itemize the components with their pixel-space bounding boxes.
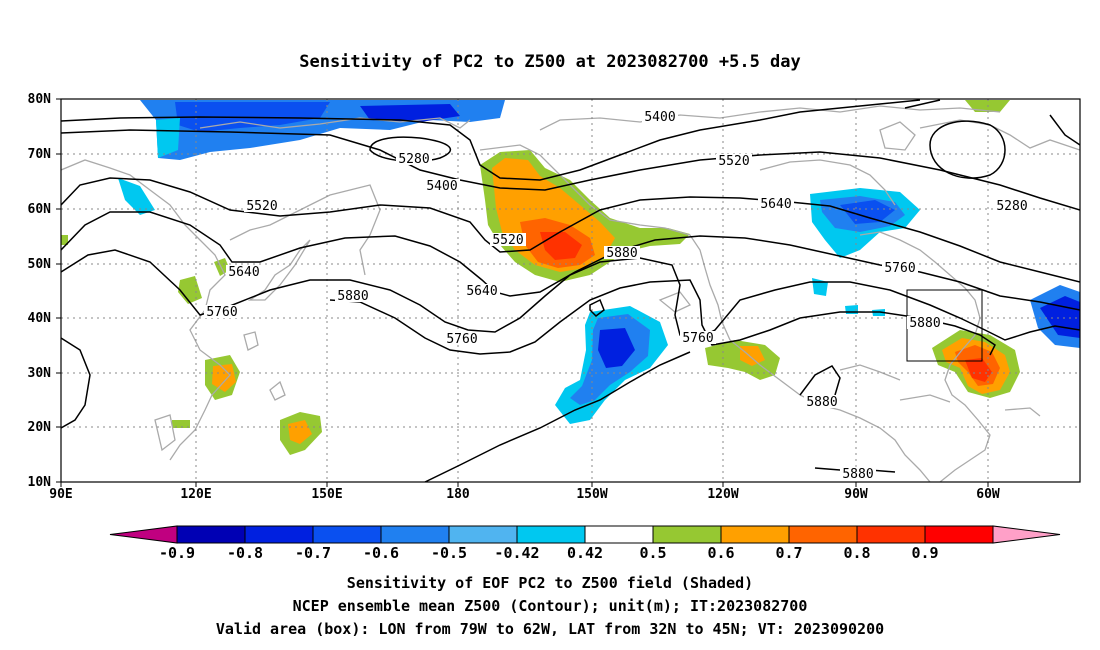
contour-label-bg (335, 289, 371, 302)
colorbar-swatch (244, 525, 314, 544)
caption-line-2: NCEP ensemble mean Z500 (Contour); unit(… (293, 597, 808, 615)
lat-label: 60N (28, 202, 52, 217)
contour-labels: 5400 5280 5400 5520 5520 5640 5520 5640 5880 5640… (204, 110, 1030, 482)
lat-label: 50N (28, 257, 52, 272)
colorbar-swatch (788, 525, 858, 544)
colorbar-swatch (176, 525, 246, 544)
colorbar-low-triangle (109, 525, 178, 544)
contour-label: 5760 (446, 332, 477, 347)
contour-label: 5880 (909, 316, 940, 331)
contour-label: 5400 (644, 110, 675, 125)
lat-label: 30N (28, 366, 52, 381)
colorbar: -0.9 -0.8 -0.7 -0.6 -0.5 -0.42 0.42 0.5 0.6 0.7 0.… (109, 525, 1061, 562)
contour-label-bg (464, 284, 500, 297)
lon-label: 150E (311, 487, 342, 502)
colorbar-label: 0.42 (567, 544, 603, 562)
contour-label-bg (204, 305, 240, 318)
contour-label-bg (882, 261, 918, 274)
lon-label: 150W (576, 487, 607, 502)
longitude-axis: 90E 120E 150E 180 150W 120W 90W 60W (49, 482, 1000, 502)
lon-label: 120W (707, 487, 738, 502)
contour-label-bg (804, 395, 840, 408)
contour-label-bg (396, 152, 432, 165)
colorbar-swatch (516, 525, 586, 544)
colorbar-label: 0.6 (707, 544, 734, 562)
colorbar-swatch (380, 525, 450, 544)
map-panel: 5400 5280 5400 5520 5520 5640 5520 5640 5880 5640… (61, 99, 1080, 482)
caption-line-1: Sensitivity of EOF PC2 to Z500 field (Sh… (347, 574, 753, 592)
colorbar-high-triangle (992, 525, 1061, 544)
lon-label: 120E (180, 487, 211, 502)
contour-label: 5760 (884, 261, 915, 276)
lon-label: 60W (976, 487, 1000, 502)
contour-label: 5880 (337, 289, 368, 304)
contour-label-bg (716, 154, 752, 167)
contour-label-bg (490, 233, 526, 246)
colorbar-label: 0.5 (639, 544, 666, 562)
colorbar-label: -0.6 (363, 544, 399, 562)
contour-label: 5760 (682, 331, 713, 346)
colorbar-swatch (856, 525, 926, 544)
colorbar-label: -0.9 (159, 544, 195, 562)
contour-label: 5280 (398, 152, 429, 167)
map-frame (60, 98, 1081, 483)
contour-label: 5520 (718, 154, 749, 169)
colorbar-swatch (448, 525, 518, 544)
colorbar-label: -0.7 (295, 544, 331, 562)
lat-label: 20N (28, 420, 52, 435)
colorbar-label: -0.5 (431, 544, 467, 562)
colorbar-label: -0.8 (227, 544, 263, 562)
lat-label: 10N (28, 475, 52, 490)
contour-label: 5520 (492, 233, 523, 248)
colorbar-swatch (652, 525, 722, 544)
contour-label: 5280 (996, 199, 1027, 214)
contour-label-bg (680, 331, 716, 344)
lon-label: 90W (844, 487, 868, 502)
contour-label: 5520 (246, 199, 277, 214)
lon-label: 90E (49, 487, 72, 502)
contour-label: 5880 (606, 246, 637, 261)
caption-line-3: Valid area (box): LON from 79W to 62W, L… (216, 620, 884, 638)
colorbar-label: -0.42 (494, 544, 539, 562)
contour-label-bg (642, 110, 678, 123)
contour-label: 5400 (426, 179, 457, 194)
colorbar-swatch (924, 525, 994, 544)
lat-label: 80N (28, 92, 52, 107)
negative-sensitivity-shading (118, 100, 1080, 424)
contour-label-bg (994, 199, 1030, 212)
lat-label: 40N (28, 311, 52, 326)
contour-label: 5880 (806, 395, 837, 410)
colorbar-swatch (720, 525, 790, 544)
latitude-axis: 80N 70N 60N 50N 40N 30N 20N 10N (28, 92, 61, 490)
colorbar-label: 0.7 (775, 544, 802, 562)
colorbar-swatch (584, 525, 654, 544)
contour-label: 5640 (228, 265, 259, 280)
colorbar-swatch (312, 525, 382, 544)
contour-label-bg (758, 197, 794, 210)
contour-label-bg (244, 199, 280, 212)
contour-label-bg (840, 467, 876, 480)
lat-label: 70N (28, 147, 52, 162)
contour-label-bg (604, 246, 640, 259)
contour-label-bg (444, 332, 480, 345)
contour-label-bg (424, 179, 460, 192)
contour-label: 5760 (206, 305, 237, 320)
colorbar-label: 0.8 (843, 544, 870, 562)
contour-label: 5880 (842, 467, 873, 482)
contour-label-bg (226, 265, 262, 278)
colorbar-label: 0.9 (911, 544, 938, 562)
map-title: Sensitivity of PC2 to Z500 at 2023082700… (299, 52, 801, 72)
contour-label-bg (907, 316, 943, 329)
lon-label: 180 (446, 487, 470, 502)
contour-label: 5640 (466, 284, 497, 299)
contour-label: 5640 (760, 197, 791, 212)
